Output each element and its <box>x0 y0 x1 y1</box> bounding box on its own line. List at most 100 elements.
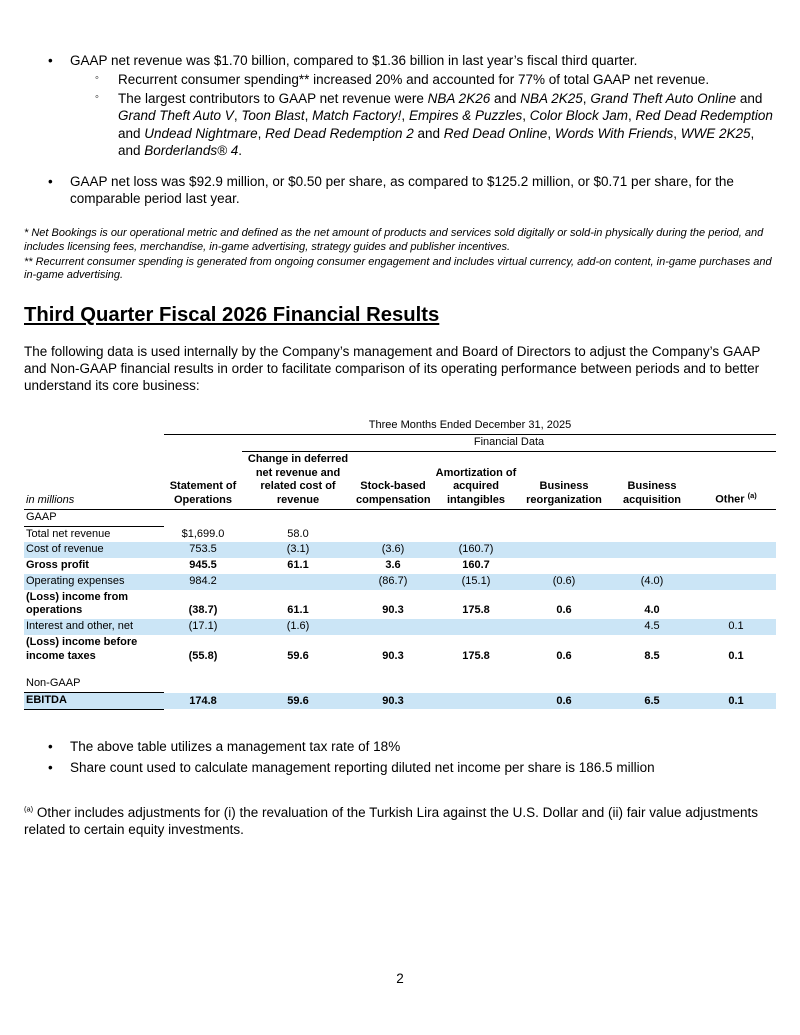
column-header-business-reorganization: Business reorganization <box>520 451 608 510</box>
cell: 61.1 <box>287 604 309 617</box>
cell: 0.1 <box>728 649 744 662</box>
cell <box>696 526 776 542</box>
row-label: Cost of revenue <box>26 543 104 556</box>
cell <box>520 509 608 526</box>
cell <box>608 676 696 692</box>
table-group-row: Financial Data <box>24 434 777 452</box>
notes-list: • The above table utilizes a management … <box>24 738 776 776</box>
cell <box>242 676 354 692</box>
table-row-total-net-revenue: Total net revenue $1,699.0 58.0 <box>24 526 776 542</box>
table-period-row: Three Months Ended December 31, 2025 <box>24 418 777 436</box>
financial-table-wrap: Three Months Ended December 31, 2025 Fin… <box>24 418 777 710</box>
cell <box>432 693 520 710</box>
cell <box>696 676 776 692</box>
sub-bullet-text: Recurrent consumer spending** increased … <box>118 72 710 88</box>
cell: 175.8 <box>462 649 490 662</box>
cell: 0.1 <box>728 694 744 707</box>
cell <box>354 526 432 542</box>
cell: 945.5 <box>189 559 217 571</box>
cell <box>354 509 432 526</box>
cell: (4.0) <box>640 574 664 587</box>
cell: (55.8) <box>188 649 218 662</box>
sub-bullet-marker: ◦ <box>95 91 99 104</box>
cell <box>432 526 520 542</box>
cell <box>608 526 696 542</box>
cell: 90.3 <box>382 694 404 707</box>
footnote-net-bookings: * Net Bookings is our operational metric… <box>24 227 764 253</box>
bullet-marker: • <box>48 173 53 189</box>
row-label: Interest and other, net <box>26 620 134 632</box>
table-row-non-gaap-section: Non-GAAP <box>24 676 776 694</box>
cell: (38.7) <box>188 604 218 617</box>
cell: 4.0 <box>644 604 660 617</box>
note-item-share-count: • Share count used to calculate manageme… <box>48 759 776 776</box>
table-header-row: in millions Statement of Operations Chan… <box>24 451 777 510</box>
row-label-header: in millions <box>24 451 164 510</box>
cell: $1,699.0 <box>181 527 225 540</box>
table-row-loss-income-before-income-taxes: (Loss) income before income taxes (55.8)… <box>24 635 776 665</box>
cell: 3.6 <box>385 559 401 571</box>
bullet-text: GAAP net loss was $92.9 million, or $0.5… <box>70 173 734 206</box>
cell <box>520 542 608 558</box>
column-header-change-in-deferred: Change in deferred net revenue and relat… <box>242 451 354 510</box>
cell: 0.6 <box>556 694 572 707</box>
cell: 753.5 <box>189 543 217 556</box>
table-row-gross-profit: Gross profit 945.5 61.1 3.6 160.7 <box>24 558 776 574</box>
footnote-a-superscript: (a) <box>24 804 34 814</box>
cell: (3.1) <box>286 543 310 556</box>
cell: (3.6) <box>381 543 405 556</box>
row-label: (Loss) income from operations <box>26 590 129 617</box>
cell: 59.6 <box>287 649 309 662</box>
bullet-item-net-loss: • GAAP net loss was $92.9 million, or $0… <box>48 173 776 207</box>
group-header: Financial Data <box>242 434 777 452</box>
cell: 59.6 <box>287 694 309 707</box>
row-label: Non-GAAP <box>24 676 164 694</box>
cell: 0.6 <box>556 604 572 617</box>
cell: 6.5 <box>644 694 660 707</box>
table-row-ebitda: EBITDA 174.8 59.6 90.3 0.6 6.5 0.1 <box>24 692 777 710</box>
cell: 90.3 <box>382 604 404 617</box>
column-header-other-label: Other <box>715 494 745 506</box>
bullet-marker: • <box>48 738 53 754</box>
footnote-a-text: Other includes adjustments for (i) the r… <box>24 805 759 838</box>
cell <box>696 558 776 574</box>
sub-bullet-list: ◦ Recurrent consumer spending** increase… <box>70 71 776 159</box>
note-text: The above table utilizes a management ta… <box>70 738 401 754</box>
cell <box>608 558 696 574</box>
cell <box>608 509 696 526</box>
cell: (1.6) <box>286 620 310 632</box>
bullet-marker: • <box>48 53 53 68</box>
cell: 175.8 <box>462 604 490 617</box>
cell <box>520 558 608 574</box>
cell: 4.5 <box>644 620 660 632</box>
cell <box>242 509 354 526</box>
sub-bullet-marker: ◦ <box>95 72 99 85</box>
cell <box>520 676 608 692</box>
page-number: 2 <box>396 971 404 986</box>
note-item-tax-rate: • The above table utilizes a management … <box>48 738 776 755</box>
table-row-cost-of-revenue: Cost of revenue 753.5 (3.1) (3.6) (160.7… <box>24 542 777 558</box>
footnote-recurrent-spending: ** Recurrent consumer spending is genera… <box>24 255 772 282</box>
cell <box>432 509 520 526</box>
cell: (15.1) <box>461 574 491 587</box>
cell <box>608 542 696 558</box>
cell <box>164 509 242 526</box>
row-label: Operating expenses <box>26 574 125 587</box>
footnotes-block: * Net Bookings is our operational metric… <box>24 227 776 283</box>
cell: 160.7 <box>462 559 490 571</box>
table-row-gaap-section: GAAP <box>24 509 776 527</box>
cell <box>354 676 432 692</box>
cell: 0.6 <box>556 649 572 662</box>
cell <box>242 574 354 590</box>
table-row-loss-income-from-operations: (Loss) income from operations (38.7) 61.… <box>24 590 776 620</box>
cell: 0.1 <box>728 620 744 632</box>
cell <box>696 542 776 558</box>
cell <box>696 509 776 526</box>
row-label: Total net revenue <box>26 527 111 540</box>
cell: 58.0 <box>287 527 309 540</box>
cell <box>164 676 242 692</box>
cell <box>696 574 776 590</box>
cell: 174.8 <box>189 694 217 707</box>
cell: (86.7) <box>378 574 408 587</box>
